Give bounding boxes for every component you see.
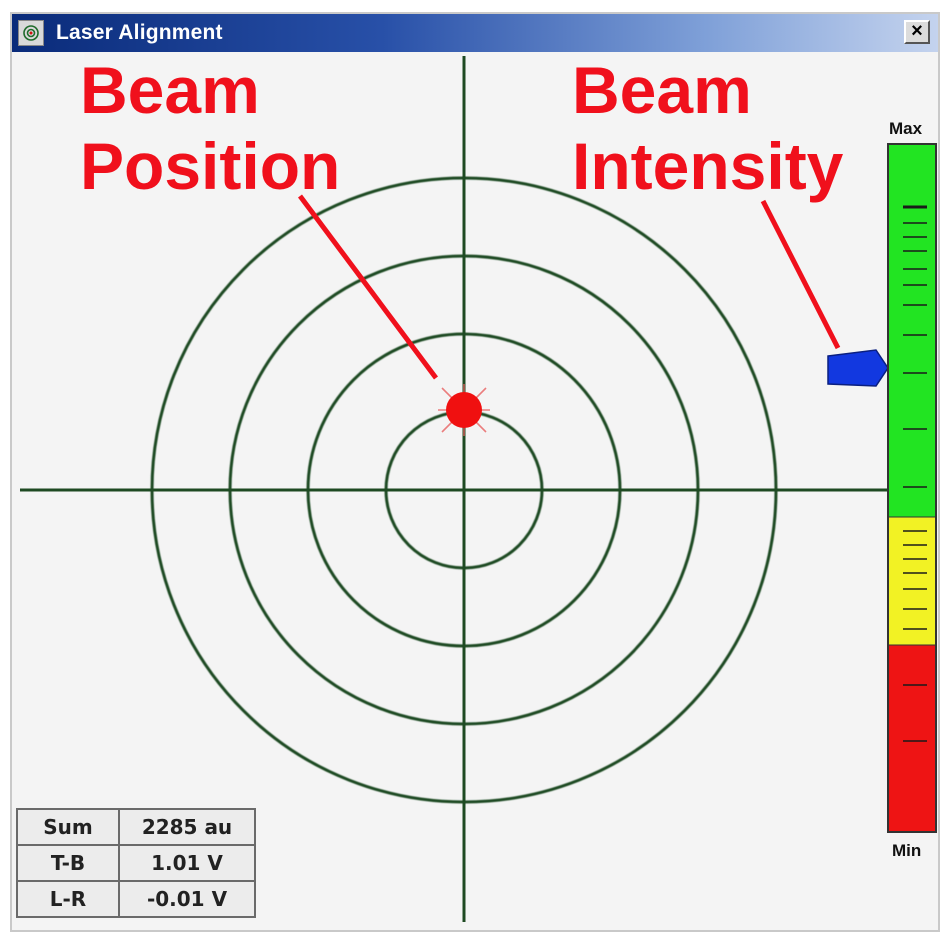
table-row: L-R -0.01 V bbox=[16, 880, 256, 918]
beam-position-pointer bbox=[297, 194, 439, 380]
table-row: Sum 2285 au bbox=[16, 808, 256, 846]
intensity-indicator-arrow[interactable] bbox=[827, 349, 889, 387]
meter-zone-yellow bbox=[889, 517, 935, 645]
beam-position-annotation: Beam Position bbox=[80, 52, 340, 204]
beam-position-line2: Position bbox=[80, 129, 341, 203]
readout-label-sum: Sum bbox=[16, 808, 120, 846]
beam-intensity-pointer bbox=[760, 199, 841, 350]
window-title: Laser Alignment bbox=[56, 21, 223, 44]
readout-value-sum: 2285 au bbox=[118, 808, 256, 846]
beam-position-line1: Beam bbox=[80, 53, 260, 127]
close-button[interactable]: × bbox=[904, 20, 930, 44]
meter-max-label: Max bbox=[889, 119, 923, 138]
readout-label-lr: L-R bbox=[16, 880, 120, 918]
beam-intensity-line1: Beam bbox=[572, 53, 752, 127]
beam-spot bbox=[438, 384, 490, 436]
meter-zone-red bbox=[889, 645, 935, 831]
table-row: T-B 1.01 V bbox=[16, 844, 256, 882]
title-bar[interactable]: Laser Alignment × bbox=[12, 14, 938, 52]
readout-table: Sum 2285 au T-B 1.01 V L-R -0.01 V bbox=[16, 808, 256, 918]
laser-alignment-window: Laser Alignment × bbox=[10, 12, 940, 932]
meter-min-label: Min bbox=[892, 841, 922, 860]
readout-label-tb: T-B bbox=[16, 844, 120, 882]
target-icon bbox=[18, 20, 44, 46]
beam-intensity-annotation: Beam Intensity bbox=[572, 52, 843, 204]
readout-value-lr: -0.01 V bbox=[118, 880, 256, 918]
readout-value-tb: 1.01 V bbox=[118, 844, 256, 882]
intensity-meter bbox=[887, 143, 937, 833]
close-icon: × bbox=[911, 20, 923, 42]
meter-ticks bbox=[889, 205, 935, 742]
beam-intensity-line2: Intensity bbox=[572, 129, 844, 203]
